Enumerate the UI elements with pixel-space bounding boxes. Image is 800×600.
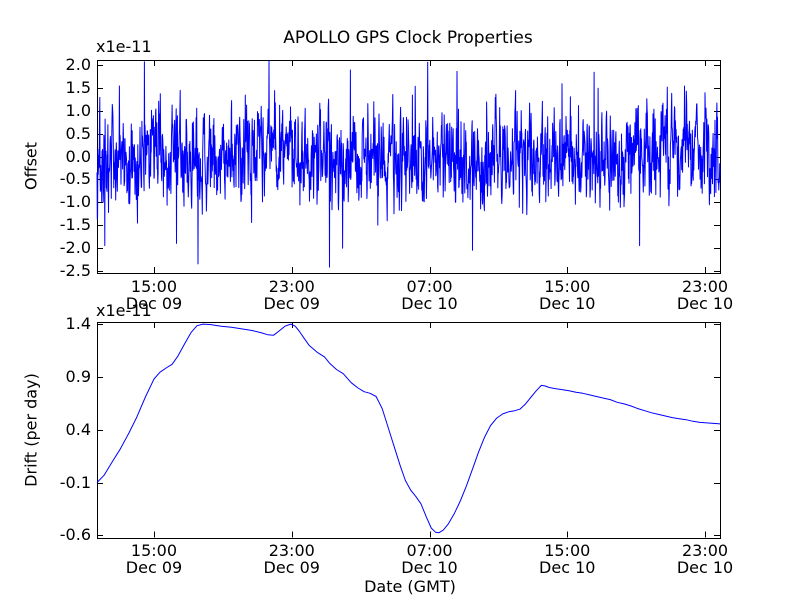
y-tick-label: 0.0: [65, 146, 91, 166]
x-tick-label-time: 15:00: [130, 541, 178, 560]
x-tick-label-time: 23:00: [268, 276, 315, 296]
x-tick-label-time: 15:00: [130, 276, 178, 296]
x-tick-label-time: 07:00: [406, 276, 453, 296]
x-tick-label-date: Dec 09: [263, 293, 320, 313]
x-tick-label-time: 15:00: [544, 541, 591, 560]
y-tick-label: -0.1: [59, 472, 91, 492]
x-tick-label-date: Dec 09: [125, 558, 183, 577]
y-tick-label: -0.5: [59, 169, 91, 189]
y-tick-label: 0.4: [65, 419, 91, 439]
x-tick-label-date: Dec 09: [263, 558, 320, 577]
y-tick-label: 2.0: [65, 55, 91, 75]
y-tick-label: -2.5: [59, 260, 91, 280]
x-axis-label: Date (GMT): [364, 577, 456, 596]
x-tick-label-date: Dec 10: [539, 293, 596, 313]
drift-axis-multiplier: x1e-11: [96, 301, 152, 320]
offset-axis-multiplier: x1e-11: [96, 37, 152, 56]
x-tick-label-date: Dec 10: [539, 558, 596, 577]
y-tick-label: -1.0: [59, 192, 91, 212]
x-tick-label-date: Dec 10: [401, 558, 458, 577]
x-tick-label-date: Dec 09: [125, 293, 183, 313]
series-gps-clock-drift: [96, 323, 721, 534]
x-tick-label-time: 15:00: [544, 276, 591, 296]
x-tick-label-date: Dec 10: [401, 293, 458, 313]
y-tick-label: -0.6: [59, 525, 91, 545]
y-tick-label: -2.0: [59, 237, 91, 257]
y-tick-label: 0.9: [65, 366, 91, 386]
x-tick-label-time: 23:00: [681, 276, 729, 296]
y-tick-label: 1.0: [65, 101, 91, 121]
x-tick-label-date: Dec 10: [676, 293, 734, 313]
series-gps-clock-offset: [96, 60, 721, 268]
x-tick-label-time: 23:00: [268, 541, 315, 560]
x-tick-label-time: 23:00: [681, 541, 729, 560]
x-tick-label-date: Dec 10: [676, 558, 734, 577]
y-tick-label: 1.4: [65, 314, 91, 334]
y-tick-label: 1.5: [65, 78, 91, 98]
y-tick-label: 0.5: [65, 123, 91, 143]
x-tick-label-time: 07:00: [406, 541, 453, 560]
y-tick-label: -1.5: [59, 215, 91, 235]
chart-title: APOLLO GPS Clock Properties: [283, 28, 533, 48]
